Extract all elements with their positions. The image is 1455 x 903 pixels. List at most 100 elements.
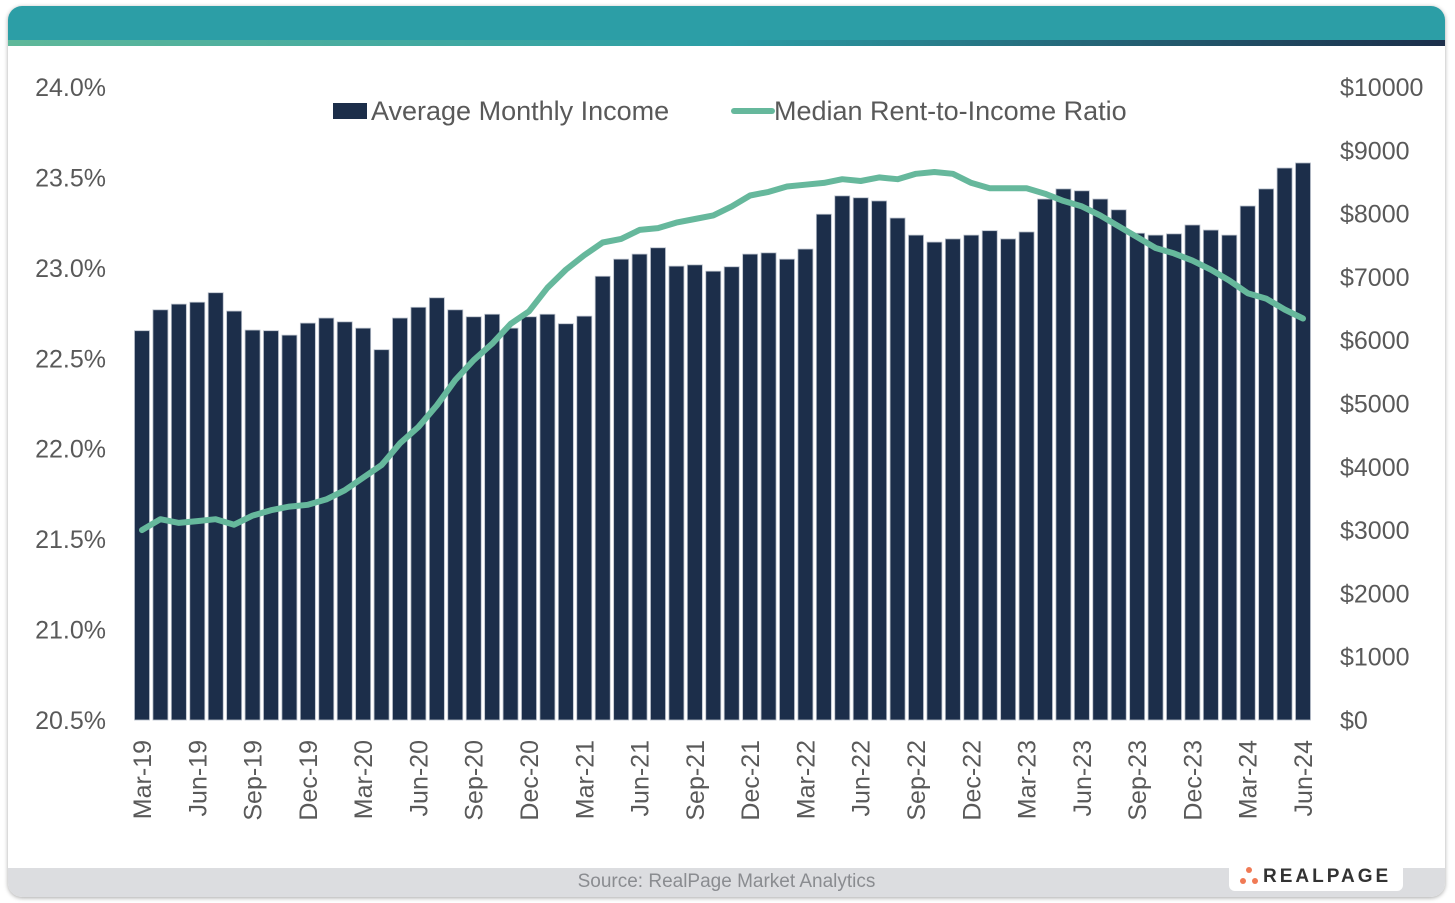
bar-May-21 — [613, 258, 630, 721]
bar-Jun-22 — [852, 197, 869, 721]
bar-Nov-22 — [944, 238, 961, 721]
bar-Oct-20 — [484, 313, 501, 721]
bar-Jun-21 — [631, 253, 648, 721]
bar-Oct-22 — [926, 241, 943, 721]
bar-Aug-23 — [1110, 209, 1127, 721]
bar-Apr-20 — [373, 349, 390, 721]
bar-Nov-19 — [281, 334, 298, 721]
bar-Feb-21 — [557, 323, 574, 721]
x-tick-label: Sep-21 — [682, 740, 710, 821]
bar-Feb-20 — [336, 321, 353, 721]
x-tick-label: Sep-20 — [461, 740, 489, 821]
bar-Jan-20 — [318, 317, 335, 721]
bar-Mar-24 — [1239, 205, 1256, 721]
bar-Jul-23 — [1092, 198, 1109, 721]
x-tick-label: Dec-21 — [737, 740, 765, 821]
bar-Sep-21 — [686, 264, 703, 721]
y-right-tick-label: $3000 — [1340, 517, 1410, 545]
bar-Sep-23 — [1129, 232, 1146, 721]
bar-Jun-24 — [1295, 162, 1311, 721]
y-left-tick-label: 20.5% — [35, 707, 106, 735]
y-left-tick-label: 22.5% — [35, 345, 106, 373]
realpage-logo: REALPAGE — [1229, 863, 1403, 891]
y-left-tick-label: 23.5% — [35, 164, 106, 192]
bar-Jul-22 — [871, 200, 888, 721]
logo-text: REALPAGE — [1263, 866, 1392, 887]
bar-Oct-19 — [263, 330, 279, 721]
bar-Jan-23 — [981, 230, 998, 721]
bar-Apr-24 — [1258, 188, 1275, 721]
x-tick-label: Jun-20 — [405, 740, 433, 816]
x-tick-label: Jun-19 — [184, 740, 212, 816]
bar-Jun-23 — [1073, 190, 1090, 721]
y-right-tick-label: $2000 — [1340, 580, 1410, 608]
bar-Sep-22 — [908, 234, 924, 721]
bar-Jan-24 — [1202, 229, 1219, 721]
bar-Jul-21 — [650, 247, 666, 721]
bar-Jan-21 — [539, 313, 556, 721]
y-right-tick-label: $4000 — [1340, 454, 1410, 482]
bar-Jan-22 — [760, 252, 777, 721]
x-tick-label: Dec-22 — [958, 740, 986, 821]
y-right-tick-label: $9000 — [1340, 137, 1410, 165]
bar-May-23 — [1055, 188, 1072, 721]
y-left-tick-label: 21.5% — [35, 526, 106, 554]
bar-Dec-19 — [299, 322, 316, 721]
bar-Feb-22 — [779, 258, 795, 721]
header-strip — [8, 40, 1445, 46]
bar-Oct-23 — [1147, 234, 1164, 721]
legend-swatch-income — [333, 103, 367, 119]
x-tick-label: Mar-22 — [792, 740, 820, 819]
x-tick-label: Mar-23 — [1014, 740, 1042, 819]
bar-Nov-20 — [502, 327, 519, 721]
x-tick-label: Jun-23 — [1069, 740, 1097, 816]
y-right-tick-label: $1000 — [1340, 644, 1410, 672]
x-tick-label: Mar-20 — [350, 740, 378, 819]
bar-Jun-20 — [410, 306, 427, 721]
bar-Jun-19 — [189, 301, 206, 721]
y-right-tick-label: $6000 — [1340, 327, 1410, 355]
bar-Mar-20 — [355, 327, 372, 721]
x-tick-label: Jun-21 — [627, 740, 655, 816]
bar-Dec-23 — [1184, 224, 1201, 721]
y-right-tick-label: $7000 — [1340, 264, 1410, 292]
x-tick-label: Mar-24 — [1235, 740, 1263, 819]
y-left-tick-label: 24.0% — [35, 74, 106, 102]
y-left-tick-label: 23.0% — [35, 255, 106, 283]
bar-Feb-24 — [1221, 234, 1238, 721]
y-right-tick-label: $0 — [1340, 707, 1368, 735]
x-tick-label: Mar-21 — [571, 740, 599, 819]
bar-Sep-20 — [465, 316, 482, 721]
bar-Aug-20 — [447, 309, 464, 721]
bar-Apr-19 — [152, 309, 169, 721]
x-tick-label: Dec-20 — [516, 740, 544, 821]
bar-Mar-22 — [797, 248, 814, 721]
x-tick-label: Sep-19 — [240, 740, 268, 821]
legend-label-income: Average Monthly Income — [371, 96, 669, 126]
y-right-tick-label: $10000 — [1340, 74, 1423, 102]
bar-Apr-21 — [594, 275, 611, 721]
bar-Feb-23 — [1000, 238, 1017, 721]
header-band — [8, 6, 1445, 40]
x-tick-label: Sep-23 — [1124, 740, 1152, 821]
y-left-tick-label: 22.0% — [35, 436, 106, 464]
x-tick-label: Jun-24 — [1290, 740, 1318, 817]
bar-Dec-21 — [742, 253, 759, 721]
x-tick-label: Sep-22 — [903, 740, 931, 821]
bar-Aug-21 — [668, 265, 685, 721]
bar-Oct-21 — [705, 270, 722, 721]
bar-Jul-20 — [428, 297, 445, 721]
source-note: Source: RealPage Market Analytics — [577, 871, 876, 892]
bar-May-24 — [1276, 167, 1293, 721]
logo-dots-icon — [1240, 867, 1258, 884]
x-tick-label: Jun-22 — [848, 740, 876, 816]
x-tick-label: Mar-19 — [129, 740, 157, 819]
legend-label-ratio: Median Rent-to-Income Ratio — [774, 96, 1127, 126]
bar-Jul-19 — [207, 292, 224, 721]
bar-Nov-21 — [723, 266, 740, 721]
x-tick-label: Dec-23 — [1179, 740, 1207, 821]
bar-Apr-23 — [1037, 198, 1053, 721]
bar-May-19 — [170, 303, 187, 721]
bar-Mar-23 — [1018, 231, 1035, 721]
